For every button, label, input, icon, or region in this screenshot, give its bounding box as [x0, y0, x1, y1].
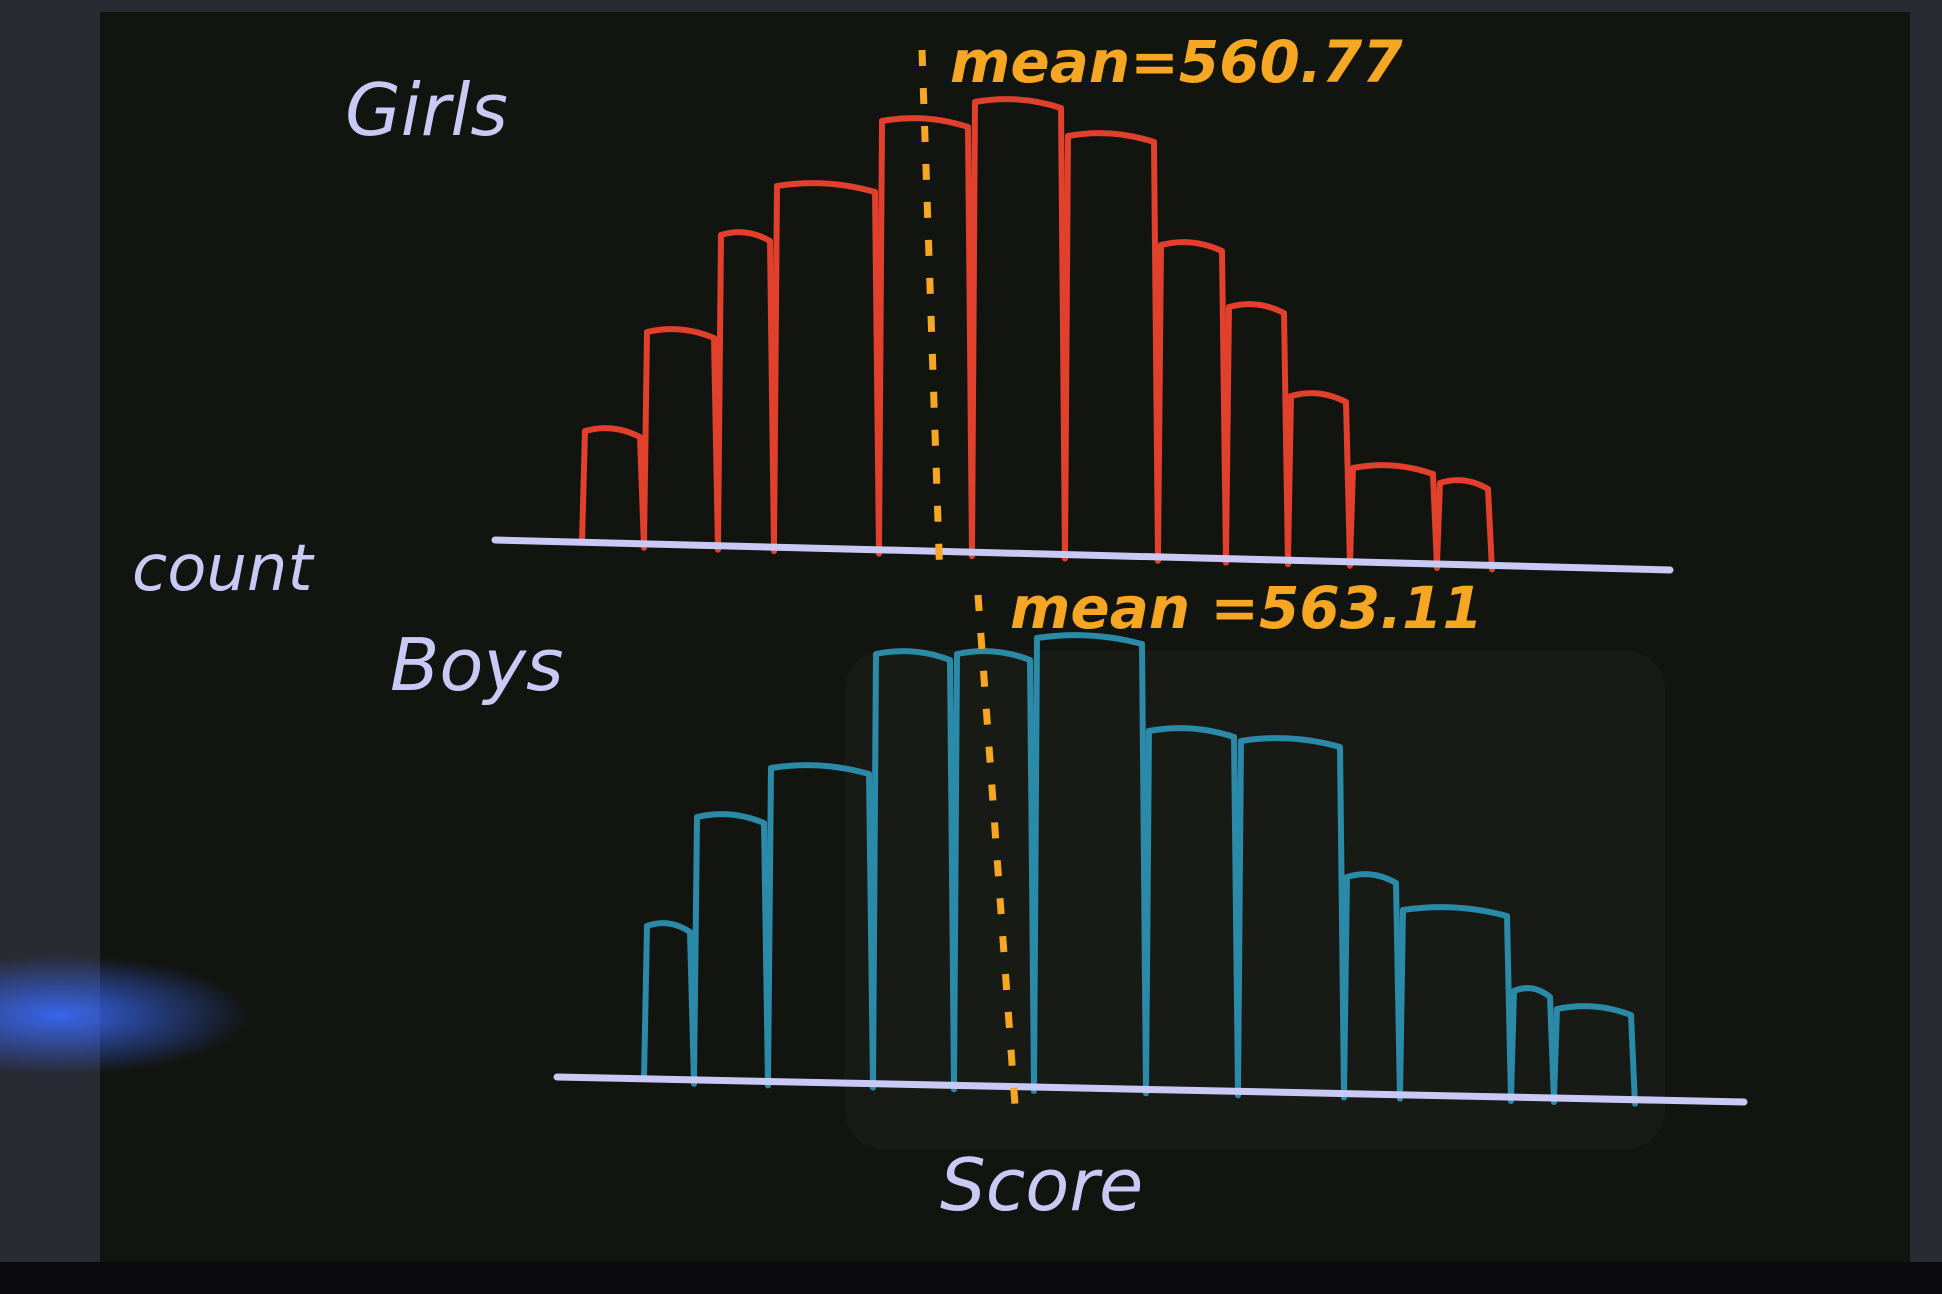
- girls-histogram: [579, 96, 1495, 573]
- sketch-bar: [1062, 130, 1161, 564]
- girls-label: Girls: [345, 68, 508, 152]
- sketch-bar: [1434, 477, 1495, 573]
- boys-histogram: [641, 632, 1638, 1107]
- girls-mean-line: [918, 49, 944, 581]
- sketch-bar: [691, 811, 771, 1089]
- sketch-bar: [1341, 871, 1403, 1102]
- light-glare: [0, 955, 250, 1075]
- girls-mean-label: mean=560.77: [950, 28, 1403, 96]
- sketch-bar: [1397, 904, 1514, 1105]
- bezel-bottom: [0, 1262, 1942, 1294]
- sketch-bar: [969, 96, 1068, 562]
- y-axis-label: count: [132, 532, 315, 606]
- x-axis-label: Score: [940, 1143, 1143, 1227]
- sketch-bar: [876, 115, 975, 560]
- sketch-bar: [1143, 725, 1241, 1099]
- boys-baseline: [553, 1073, 1748, 1106]
- sketch-bar: [771, 180, 882, 557]
- sketch-bar: [1031, 632, 1149, 1097]
- sketch-bar: [1508, 985, 1557, 1105]
- reflection: [845, 650, 1665, 1150]
- sketch-bar: [951, 648, 1037, 1095]
- sketch-bar: [765, 762, 876, 1091]
- sketch-bar: [1285, 390, 1353, 569]
- sketch-bar: [641, 920, 697, 1087]
- sketch-bar: [1155, 239, 1229, 566]
- sketch-bar: [870, 648, 957, 1093]
- sketch-bar: [1347, 462, 1440, 572]
- sketch-bar: [641, 326, 721, 553]
- sketch-bar: [715, 229, 777, 555]
- boys-mean-line: [974, 594, 1019, 1106]
- boys-label: Boys: [390, 623, 564, 707]
- sketch-bar: [579, 425, 647, 551]
- boys-mean-label: mean =563.11: [1010, 574, 1483, 642]
- sketch-bar: [1223, 301, 1291, 568]
- sketch-bar: [1551, 1003, 1638, 1107]
- girls-baseline: [491, 536, 1674, 574]
- sketch-bar: [1235, 735, 1347, 1101]
